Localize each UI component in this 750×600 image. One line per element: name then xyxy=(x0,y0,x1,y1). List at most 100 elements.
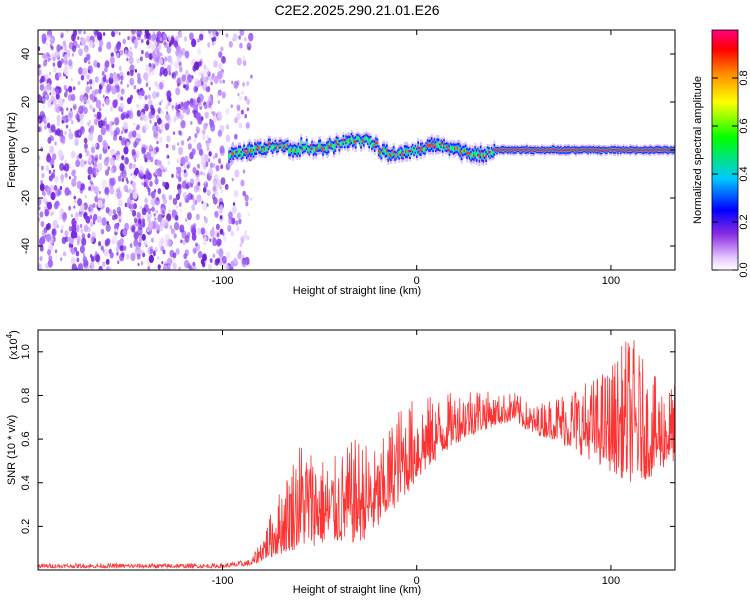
noise-speck xyxy=(147,216,151,223)
noise-speck xyxy=(129,243,133,248)
noise-speck xyxy=(117,175,122,182)
noise-speck xyxy=(194,86,198,92)
noise-speck xyxy=(126,180,129,184)
band-core xyxy=(309,147,312,150)
noise-speck xyxy=(123,245,127,251)
noise-speck xyxy=(201,134,206,141)
band-core xyxy=(304,146,307,150)
noise-speck xyxy=(139,165,144,174)
band-core xyxy=(275,146,278,150)
band-core xyxy=(425,145,428,149)
noise-speck xyxy=(190,120,193,126)
noise-speck xyxy=(88,186,91,191)
band-core xyxy=(293,147,296,151)
band-core xyxy=(511,148,513,151)
band-core xyxy=(233,150,236,154)
noise-speck xyxy=(126,53,129,58)
noise-speck xyxy=(118,218,122,223)
noise-speck xyxy=(84,148,87,153)
noise-speck xyxy=(145,83,149,88)
noise-speck xyxy=(82,252,86,257)
noise-speck xyxy=(132,191,138,200)
noise-speck xyxy=(138,218,142,225)
band-core xyxy=(651,148,653,151)
noise-speck xyxy=(206,135,209,139)
noise-speck xyxy=(142,252,146,258)
band-core xyxy=(528,148,531,151)
noise-speck xyxy=(47,137,52,144)
band-core xyxy=(259,145,262,150)
noise-speck xyxy=(114,228,118,233)
noise-speck xyxy=(91,142,94,147)
band-core xyxy=(591,148,594,151)
noise-speck xyxy=(195,170,200,176)
noise-speck xyxy=(93,113,97,118)
noise-speck xyxy=(242,60,247,67)
band-core xyxy=(313,147,316,152)
noise-speck xyxy=(64,130,67,135)
band-core xyxy=(396,152,399,155)
noise-speck xyxy=(186,181,191,189)
noise-speck xyxy=(53,201,59,210)
noise-speck xyxy=(197,80,202,88)
band-core xyxy=(458,147,460,151)
band-core xyxy=(352,139,354,144)
noise-speck xyxy=(164,181,170,190)
noise-speck xyxy=(63,251,67,257)
noise-speck xyxy=(119,102,125,111)
noise-speck xyxy=(167,160,171,165)
noise-speck xyxy=(38,198,42,206)
noise-speck xyxy=(196,142,202,151)
band-core xyxy=(236,153,239,157)
band-core xyxy=(391,152,394,156)
noise-speck xyxy=(157,188,162,195)
noise-speck xyxy=(114,223,119,231)
band-core xyxy=(406,149,409,154)
band-core xyxy=(557,148,560,151)
noise-speck xyxy=(200,227,206,235)
noise-speck xyxy=(138,91,142,96)
band-core xyxy=(354,140,357,145)
noise-speck xyxy=(166,135,171,143)
noise-speck xyxy=(143,122,149,131)
band-core xyxy=(562,149,565,152)
band-core xyxy=(290,147,293,151)
noise-speck xyxy=(71,169,76,177)
noise-speck xyxy=(75,159,81,168)
band-core xyxy=(508,148,511,151)
noise-speck xyxy=(197,250,203,259)
noise-speck xyxy=(133,239,139,247)
noise-speck xyxy=(168,209,171,213)
band-core xyxy=(402,153,405,157)
band-core xyxy=(632,148,634,151)
band-core xyxy=(364,137,367,140)
noise-speck xyxy=(94,76,99,83)
noise-speck xyxy=(68,59,73,67)
noise-speck xyxy=(199,33,204,41)
noise-speck xyxy=(89,214,93,220)
noise-speck xyxy=(83,30,86,35)
noise-speck xyxy=(40,146,44,152)
noise-speck xyxy=(204,104,208,110)
band-core xyxy=(519,149,522,152)
noise-speck xyxy=(67,236,71,242)
noise-speck xyxy=(46,122,51,129)
noise-speck xyxy=(155,168,159,174)
band-core xyxy=(414,147,417,151)
noise-speck xyxy=(155,91,160,98)
noise-speck xyxy=(89,180,92,184)
noise-speck xyxy=(193,248,197,254)
spectrogram-y-tick-label: -40 xyxy=(20,238,32,254)
noise-speck xyxy=(140,38,144,44)
band-core xyxy=(501,148,504,151)
noise-speck xyxy=(56,44,61,52)
noise-speck xyxy=(55,93,60,100)
noise-speck xyxy=(52,62,56,67)
noise-speck xyxy=(51,164,54,169)
noise-speck xyxy=(94,168,99,176)
noise-speck xyxy=(152,91,157,99)
noise-speck xyxy=(82,67,88,76)
noise-speck xyxy=(70,150,76,159)
noise-speck xyxy=(225,134,231,143)
noise-speck xyxy=(238,219,242,225)
